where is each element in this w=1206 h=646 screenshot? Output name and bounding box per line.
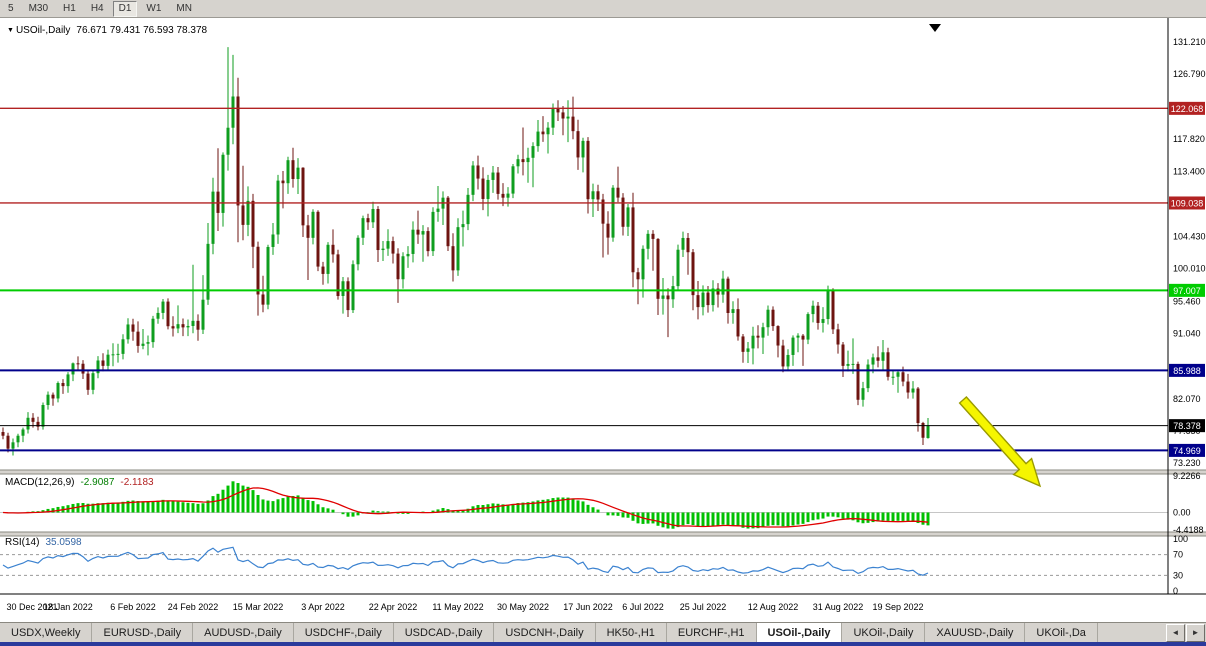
macd-main-value: -2.9087 (80, 477, 115, 488)
svg-text:30 May 2022: 30 May 2022 (497, 602, 549, 612)
tab-usoil-daily[interactable]: USOil-,Daily (756, 623, 843, 642)
svg-text:122.068: 122.068 (1171, 104, 1204, 114)
tab-usdcnh-daily[interactable]: USDCNH-,Daily (494, 623, 596, 642)
svg-text:100: 100 (1173, 534, 1188, 544)
tab-ukoil-da[interactable]: UKOil-,Da (1025, 623, 1098, 642)
svg-text:78.378: 78.378 (1173, 421, 1201, 431)
tab-usdcad-daily[interactable]: USDCAD-,Daily (394, 623, 495, 642)
macd-label: MACD(12,26,9) -2.9087 -2.1183 (5, 477, 154, 488)
svg-text:91.040: 91.040 (1173, 329, 1201, 339)
timeframe-button-d1[interactable]: D1 (112, 0, 138, 17)
tab-audusd-daily[interactable]: AUDUSD-,Daily (193, 623, 294, 642)
svg-text:0: 0 (1173, 586, 1178, 596)
svg-text:131.210: 131.210 (1173, 37, 1206, 47)
svg-text:74.969: 74.969 (1173, 446, 1201, 456)
svg-text:31 Aug 2022: 31 Aug 2022 (813, 602, 864, 612)
chart-tabbar: USDX,Weekly EURUSD-,Daily AUDUSD-,Daily USD… (0, 622, 1206, 642)
price-badge (1169, 363, 1205, 377)
macd-histogram (6, 481, 930, 529)
svg-text:100.010: 100.010 (1173, 264, 1206, 274)
svg-text:85.988: 85.988 (1173, 366, 1201, 376)
svg-text:109.038: 109.038 (1171, 198, 1204, 208)
price-badge (1169, 196, 1205, 210)
macd-signal-line (2, 487, 929, 528)
macd-signal-value: -2.1183 (120, 477, 154, 488)
tab-usdx-weekly[interactable]: USDX,Weekly (0, 623, 93, 642)
tab-ukoil-daily[interactable]: UKOil-,Daily (842, 623, 926, 642)
svg-text:6 Jul 2022: 6 Jul 2022 (622, 602, 664, 612)
svg-text:12 Aug 2022: 12 Aug 2022 (748, 602, 799, 612)
trend-arrow-annotation[interactable] (958, 396, 1042, 488)
svg-text:25 Jul 2022: 25 Jul 2022 (680, 602, 727, 612)
svg-text:11 May 2022: 11 May 2022 (432, 602, 483, 612)
tab-scroll-right-icon[interactable]: ► (1186, 623, 1205, 642)
pane-splitter[interactable] (0, 532, 1206, 536)
price-badge (1169, 283, 1205, 297)
svg-text:15 Mar 2022: 15 Mar 2022 (233, 602, 284, 612)
svg-text:70: 70 (1173, 550, 1183, 560)
macd-name: MACD(12,26,9) (5, 477, 75, 488)
svg-text:30: 30 (1173, 570, 1183, 580)
svg-text:-4.4188: -4.4188 (1173, 525, 1204, 535)
svg-text:126.790: 126.790 (1173, 69, 1206, 79)
pane-splitter[interactable] (0, 470, 1206, 474)
chart-title: ▼ USOil-,Daily 76.671 79.431 76.593 78.378 (7, 25, 207, 36)
svg-text:9.2266: 9.2266 (1173, 471, 1201, 481)
rsi-line (2, 546, 929, 576)
chart-ohlc-values: 76.671 79.431 76.593 78.378 (76, 25, 208, 36)
rsi-label: RSI(14) 35.0598 (5, 537, 82, 548)
timeframe-button-h1[interactable]: H1 (63, 2, 76, 14)
tab-hk50-h1[interactable]: HK50-,H1 (596, 623, 667, 642)
price-badge (1169, 419, 1205, 433)
timeframe-button-w1[interactable]: W1 (146, 2, 162, 14)
chart-canvas[interactable]: 131.210 126.790 117.820 113.400 104.430 100.0… (0, 18, 1206, 622)
svg-text:117.820: 117.820 (1173, 134, 1205, 144)
tab-xauusd-daily[interactable]: XAUUSD-,Daily (925, 623, 1026, 642)
svg-text:19 Sep 2022: 19 Sep 2022 (872, 602, 923, 612)
timeframe-button-m30[interactable]: M30 (28, 2, 49, 14)
timeframe-toolbar: 5 M30 H1 H4 D1 W1 MN (0, 0, 1206, 18)
rsi-value: 35.0598 (45, 537, 82, 548)
svg-text:18 Jan 2022: 18 Jan 2022 (43, 602, 93, 612)
price-badge (1169, 101, 1205, 115)
chart-symbol-period: USOil-,Daily (15, 25, 71, 36)
tab-usdchf-daily[interactable]: USDCHF-,Daily (294, 623, 394, 642)
svg-text:17 Jun 2022: 17 Jun 2022 (563, 602, 613, 612)
svg-text:24 Feb 2022: 24 Feb 2022 (168, 602, 219, 612)
timeframe-button-mn[interactable]: MN (176, 2, 192, 14)
rsi-levels (0, 554, 1168, 576)
svg-text:104.430: 104.430 (1173, 231, 1206, 241)
timeframe-button-h4[interactable]: H4 (90, 2, 104, 14)
tab-eurusd-daily[interactable]: EURUSD-,Daily (92, 623, 194, 642)
price-badges (1169, 101, 1205, 457)
svg-text:113.400: 113.400 (1173, 166, 1205, 176)
tab-eurchf-h1[interactable]: EURCHF-,H1 (667, 623, 757, 642)
svg-text:3 Apr 2022: 3 Apr 2022 (301, 602, 345, 612)
svg-text:22 Apr 2022: 22 Apr 2022 (369, 602, 418, 612)
svg-text:0.00: 0.00 (1173, 508, 1191, 518)
svg-text:82.070: 82.070 (1173, 394, 1201, 404)
rsi-name: RSI(14) (5, 537, 40, 548)
svg-text:97.007: 97.007 (1173, 286, 1201, 296)
candles-layer (1, 47, 930, 456)
chart-marker-icon: ▼ (7, 27, 14, 34)
svg-text:30 Dec 2021: 30 Dec 2021 (6, 602, 57, 612)
timeframe-button-5[interactable]: 5 (8, 2, 14, 14)
status-strip (0, 642, 1206, 646)
tab-scroll-left-icon[interactable]: ◄ (1166, 623, 1185, 642)
chart-shift-marker-icon[interactable] (929, 24, 941, 32)
price-badge (1169, 443, 1205, 457)
svg-text:6 Feb 2022: 6 Feb 2022 (110, 602, 156, 612)
svg-text:95.460: 95.460 (1173, 297, 1201, 307)
svg-text:73.230: 73.230 (1173, 458, 1201, 468)
tab-scroll-group: ◄ ► (1165, 623, 1206, 642)
